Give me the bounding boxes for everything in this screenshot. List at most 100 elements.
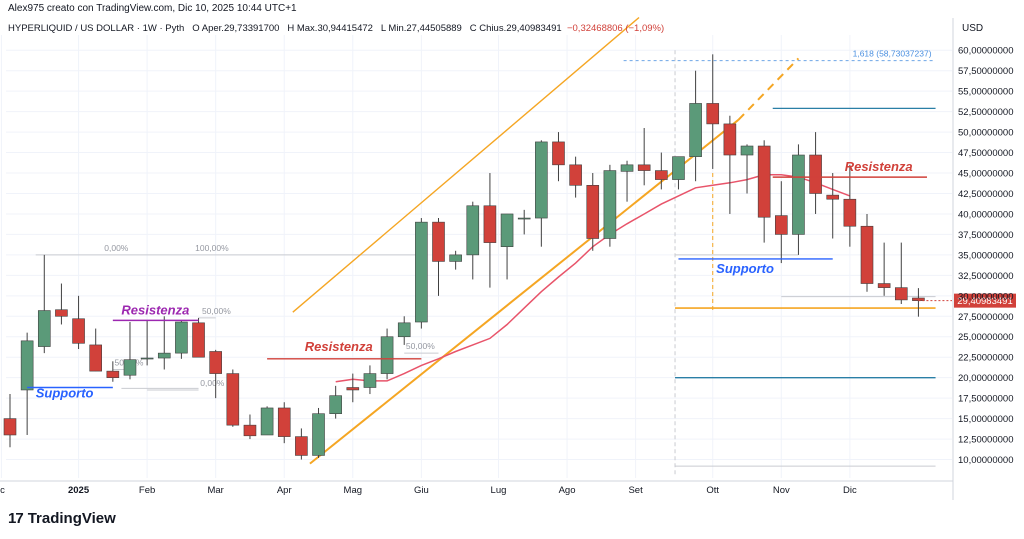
tradingview-brand: TradingView bbox=[27, 510, 116, 527]
candle-body bbox=[140, 357, 154, 360]
candle bbox=[860, 213, 874, 292]
high-value: Max.30,94415472 bbox=[296, 23, 373, 34]
candle-body bbox=[277, 407, 291, 437]
candle bbox=[535, 140, 548, 247]
fib-level-label: 50,00% bbox=[202, 306, 231, 316]
price-tick-label: 40,00000000 bbox=[958, 209, 1013, 220]
candle bbox=[175, 320, 188, 359]
price-tick-label: 50,00000000 bbox=[958, 128, 1013, 139]
candle-body bbox=[740, 145, 754, 156]
price-tick-label: 15,00000000 bbox=[958, 414, 1013, 425]
candle-body bbox=[637, 164, 651, 171]
candle bbox=[757, 140, 771, 243]
ohlc-header: HYPERLIQUID / US DOLLAR · 1W · Pyth O Ap… bbox=[8, 23, 664, 34]
resistance-label: Resistenza bbox=[845, 159, 913, 174]
candle-body bbox=[569, 164, 582, 186]
candle bbox=[586, 173, 600, 251]
candle bbox=[72, 295, 85, 350]
candle bbox=[415, 218, 428, 329]
time-tick-label: Mag bbox=[344, 485, 362, 496]
change-value: −0,32468806 (−1,09%) bbox=[566, 23, 665, 34]
fib-level-label: 0,00% bbox=[200, 378, 225, 388]
price-tick-label: 27,50000000 bbox=[958, 312, 1013, 323]
candle bbox=[843, 164, 857, 247]
grid bbox=[0, 35, 952, 478]
candle-body bbox=[809, 154, 822, 194]
candle bbox=[723, 115, 737, 214]
price-tick-label: 60,00000000 bbox=[958, 46, 1013, 57]
candle bbox=[432, 218, 445, 296]
candle bbox=[620, 160, 634, 202]
candle bbox=[55, 283, 68, 325]
price-tick-label: 20,00000000 bbox=[958, 373, 1013, 384]
candle-body bbox=[483, 205, 497, 243]
price-tick-label: 37,50000000 bbox=[958, 230, 1013, 241]
time-tick-label: Ott bbox=[706, 485, 719, 496]
candle-body bbox=[260, 407, 274, 436]
price-tick-label: 22,50000000 bbox=[958, 353, 1013, 364]
candle-body bbox=[552, 141, 565, 166]
candle bbox=[123, 322, 137, 380]
candle bbox=[483, 173, 497, 288]
candle-body bbox=[415, 221, 428, 323]
fib-level-label: 100,00% bbox=[195, 243, 229, 253]
price-tick-label: 25,00000000 bbox=[958, 332, 1013, 343]
channel-upper-line bbox=[292, 16, 640, 313]
candle-body bbox=[894, 287, 908, 301]
tradingview-logo-icon: 17 bbox=[8, 510, 24, 527]
candle-body bbox=[517, 217, 531, 220]
candle bbox=[466, 201, 480, 280]
symbol-name[interactable]: HYPERLIQUID / US DOLLAR · 1W · Pyth bbox=[8, 23, 185, 34]
candle bbox=[192, 317, 205, 358]
candle-body bbox=[432, 221, 445, 262]
candle-body bbox=[723, 123, 737, 156]
tradingview-logo[interactable]: 17 TradingView bbox=[8, 510, 116, 527]
candle bbox=[157, 316, 171, 370]
candle bbox=[3, 394, 17, 448]
candle-body bbox=[380, 336, 394, 374]
candle-body bbox=[89, 344, 102, 372]
candle-body bbox=[72, 318, 85, 344]
open-value: Aper.29,73391700 bbox=[201, 23, 280, 34]
candle-body bbox=[55, 309, 68, 317]
time-tick-label: Nov bbox=[773, 485, 790, 496]
candle bbox=[449, 250, 462, 270]
candle-body bbox=[209, 351, 222, 374]
price-tick-label: 45,00000000 bbox=[958, 169, 1013, 180]
candle bbox=[672, 156, 685, 190]
low-value: Min.27,44505889 bbox=[388, 23, 462, 34]
price-tick-label: 57,50000000 bbox=[958, 66, 1013, 77]
candle-body bbox=[295, 436, 308, 456]
candle-body bbox=[20, 340, 34, 391]
candle bbox=[20, 332, 34, 435]
candle-body bbox=[706, 103, 720, 125]
candle bbox=[603, 164, 617, 247]
candle bbox=[37, 254, 51, 354]
candle bbox=[792, 144, 805, 255]
time-tick-label: Ago bbox=[559, 485, 576, 496]
price-tick-label: 55,00000000 bbox=[958, 87, 1013, 98]
candle bbox=[106, 361, 120, 382]
candles bbox=[3, 54, 925, 460]
author-line: Alex975 creato con TradingView.com, Dic … bbox=[8, 3, 297, 14]
candle bbox=[312, 407, 325, 458]
candle-body bbox=[346, 387, 360, 391]
time-tick-label: Set bbox=[628, 485, 643, 496]
time-tick-label: ic bbox=[0, 485, 5, 496]
candle-body bbox=[226, 373, 240, 426]
last-price-label: 29,40983491 bbox=[957, 296, 1012, 307]
candle bbox=[295, 428, 308, 460]
candle-body bbox=[757, 145, 771, 218]
candle-body bbox=[500, 213, 514, 247]
candle bbox=[260, 406, 274, 436]
support-label: Supporto bbox=[36, 385, 94, 400]
candle-body bbox=[243, 424, 257, 437]
candle bbox=[774, 181, 788, 264]
candle-body bbox=[689, 103, 702, 157]
candle bbox=[689, 70, 702, 182]
low-label: L bbox=[380, 23, 386, 34]
candle bbox=[517, 209, 531, 235]
annotations: Supporto Resistenza Resistenza Supporto Resi… bbox=[27, 159, 1016, 400]
candle bbox=[363, 365, 377, 395]
